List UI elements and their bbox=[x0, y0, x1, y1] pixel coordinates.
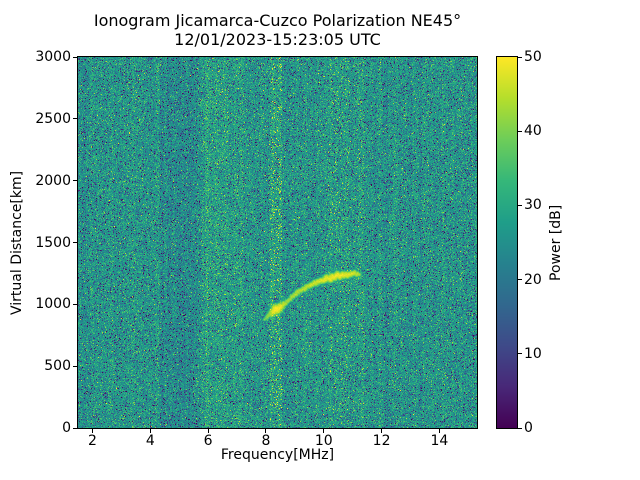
x-tick-mark bbox=[381, 429, 383, 433]
colorbar-tick-mark bbox=[518, 56, 522, 58]
colorbar-canvas bbox=[497, 57, 517, 428]
x-tick-mark bbox=[149, 429, 151, 433]
colorbar-tick-mark bbox=[518, 427, 522, 429]
y-tick-mark bbox=[73, 180, 77, 182]
colorbar-label: Power [dB] bbox=[548, 204, 564, 281]
heatmap-canvas bbox=[78, 57, 477, 428]
x-tick-label: 14 bbox=[430, 433, 449, 449]
y-tick-label: 500 bbox=[44, 358, 71, 375]
y-tick-mark bbox=[73, 427, 77, 429]
colorbar-tick-mark bbox=[518, 204, 522, 206]
y-tick-mark bbox=[73, 56, 77, 58]
colorbar-tick-mark bbox=[518, 130, 522, 132]
x-tick-mark bbox=[91, 429, 93, 433]
colorbar-tick-label: 40 bbox=[524, 123, 542, 140]
y-tick-mark bbox=[73, 118, 77, 120]
colorbar-tick-label: 20 bbox=[524, 271, 542, 288]
y-tick-mark bbox=[73, 303, 77, 305]
y-tick-mark bbox=[73, 365, 77, 367]
colorbar-tick-label: 30 bbox=[524, 197, 542, 214]
y-tick-label: 1500 bbox=[35, 234, 71, 251]
y-tick-mark bbox=[73, 242, 77, 243]
y-tick-label: 3000 bbox=[35, 49, 71, 65]
x-axis-label: Frequency[MHz] bbox=[220, 447, 335, 463]
chart-title: Ionogram Jicamarca-Cuzco Polarization NE… bbox=[93, 11, 462, 30]
x-tick-label: 4 bbox=[145, 433, 155, 449]
colorbar-tick-label: 50 bbox=[524, 49, 542, 65]
colorbar-tick-label: 10 bbox=[524, 345, 542, 362]
colorbar-tick-mark bbox=[518, 279, 522, 281]
x-tick-mark bbox=[207, 429, 209, 433]
x-tick-label: 12 bbox=[372, 433, 391, 449]
y-axis-label: Virtual Distance[km] bbox=[9, 170, 25, 315]
chart-subtitle: 12/01/2023-15:23:05 UTC bbox=[174, 30, 381, 49]
y-tick-label: 2000 bbox=[35, 172, 71, 189]
colorbar-tick-mark bbox=[518, 353, 522, 355]
y-tick-label: 1000 bbox=[35, 296, 71, 313]
x-tick-label: 10 bbox=[314, 433, 333, 449]
x-tick-label: 2 bbox=[87, 433, 97, 449]
y-tick-label: 2500 bbox=[35, 110, 71, 127]
x-tick-label: 6 bbox=[203, 433, 213, 449]
x-tick-label: 8 bbox=[261, 433, 271, 449]
x-tick-mark bbox=[438, 429, 440, 433]
x-tick-mark bbox=[265, 429, 267, 433]
colorbar-tick-label: 0 bbox=[524, 420, 533, 436]
x-tick-mark bbox=[323, 429, 325, 433]
y-tick-label: 0 bbox=[62, 420, 71, 436]
